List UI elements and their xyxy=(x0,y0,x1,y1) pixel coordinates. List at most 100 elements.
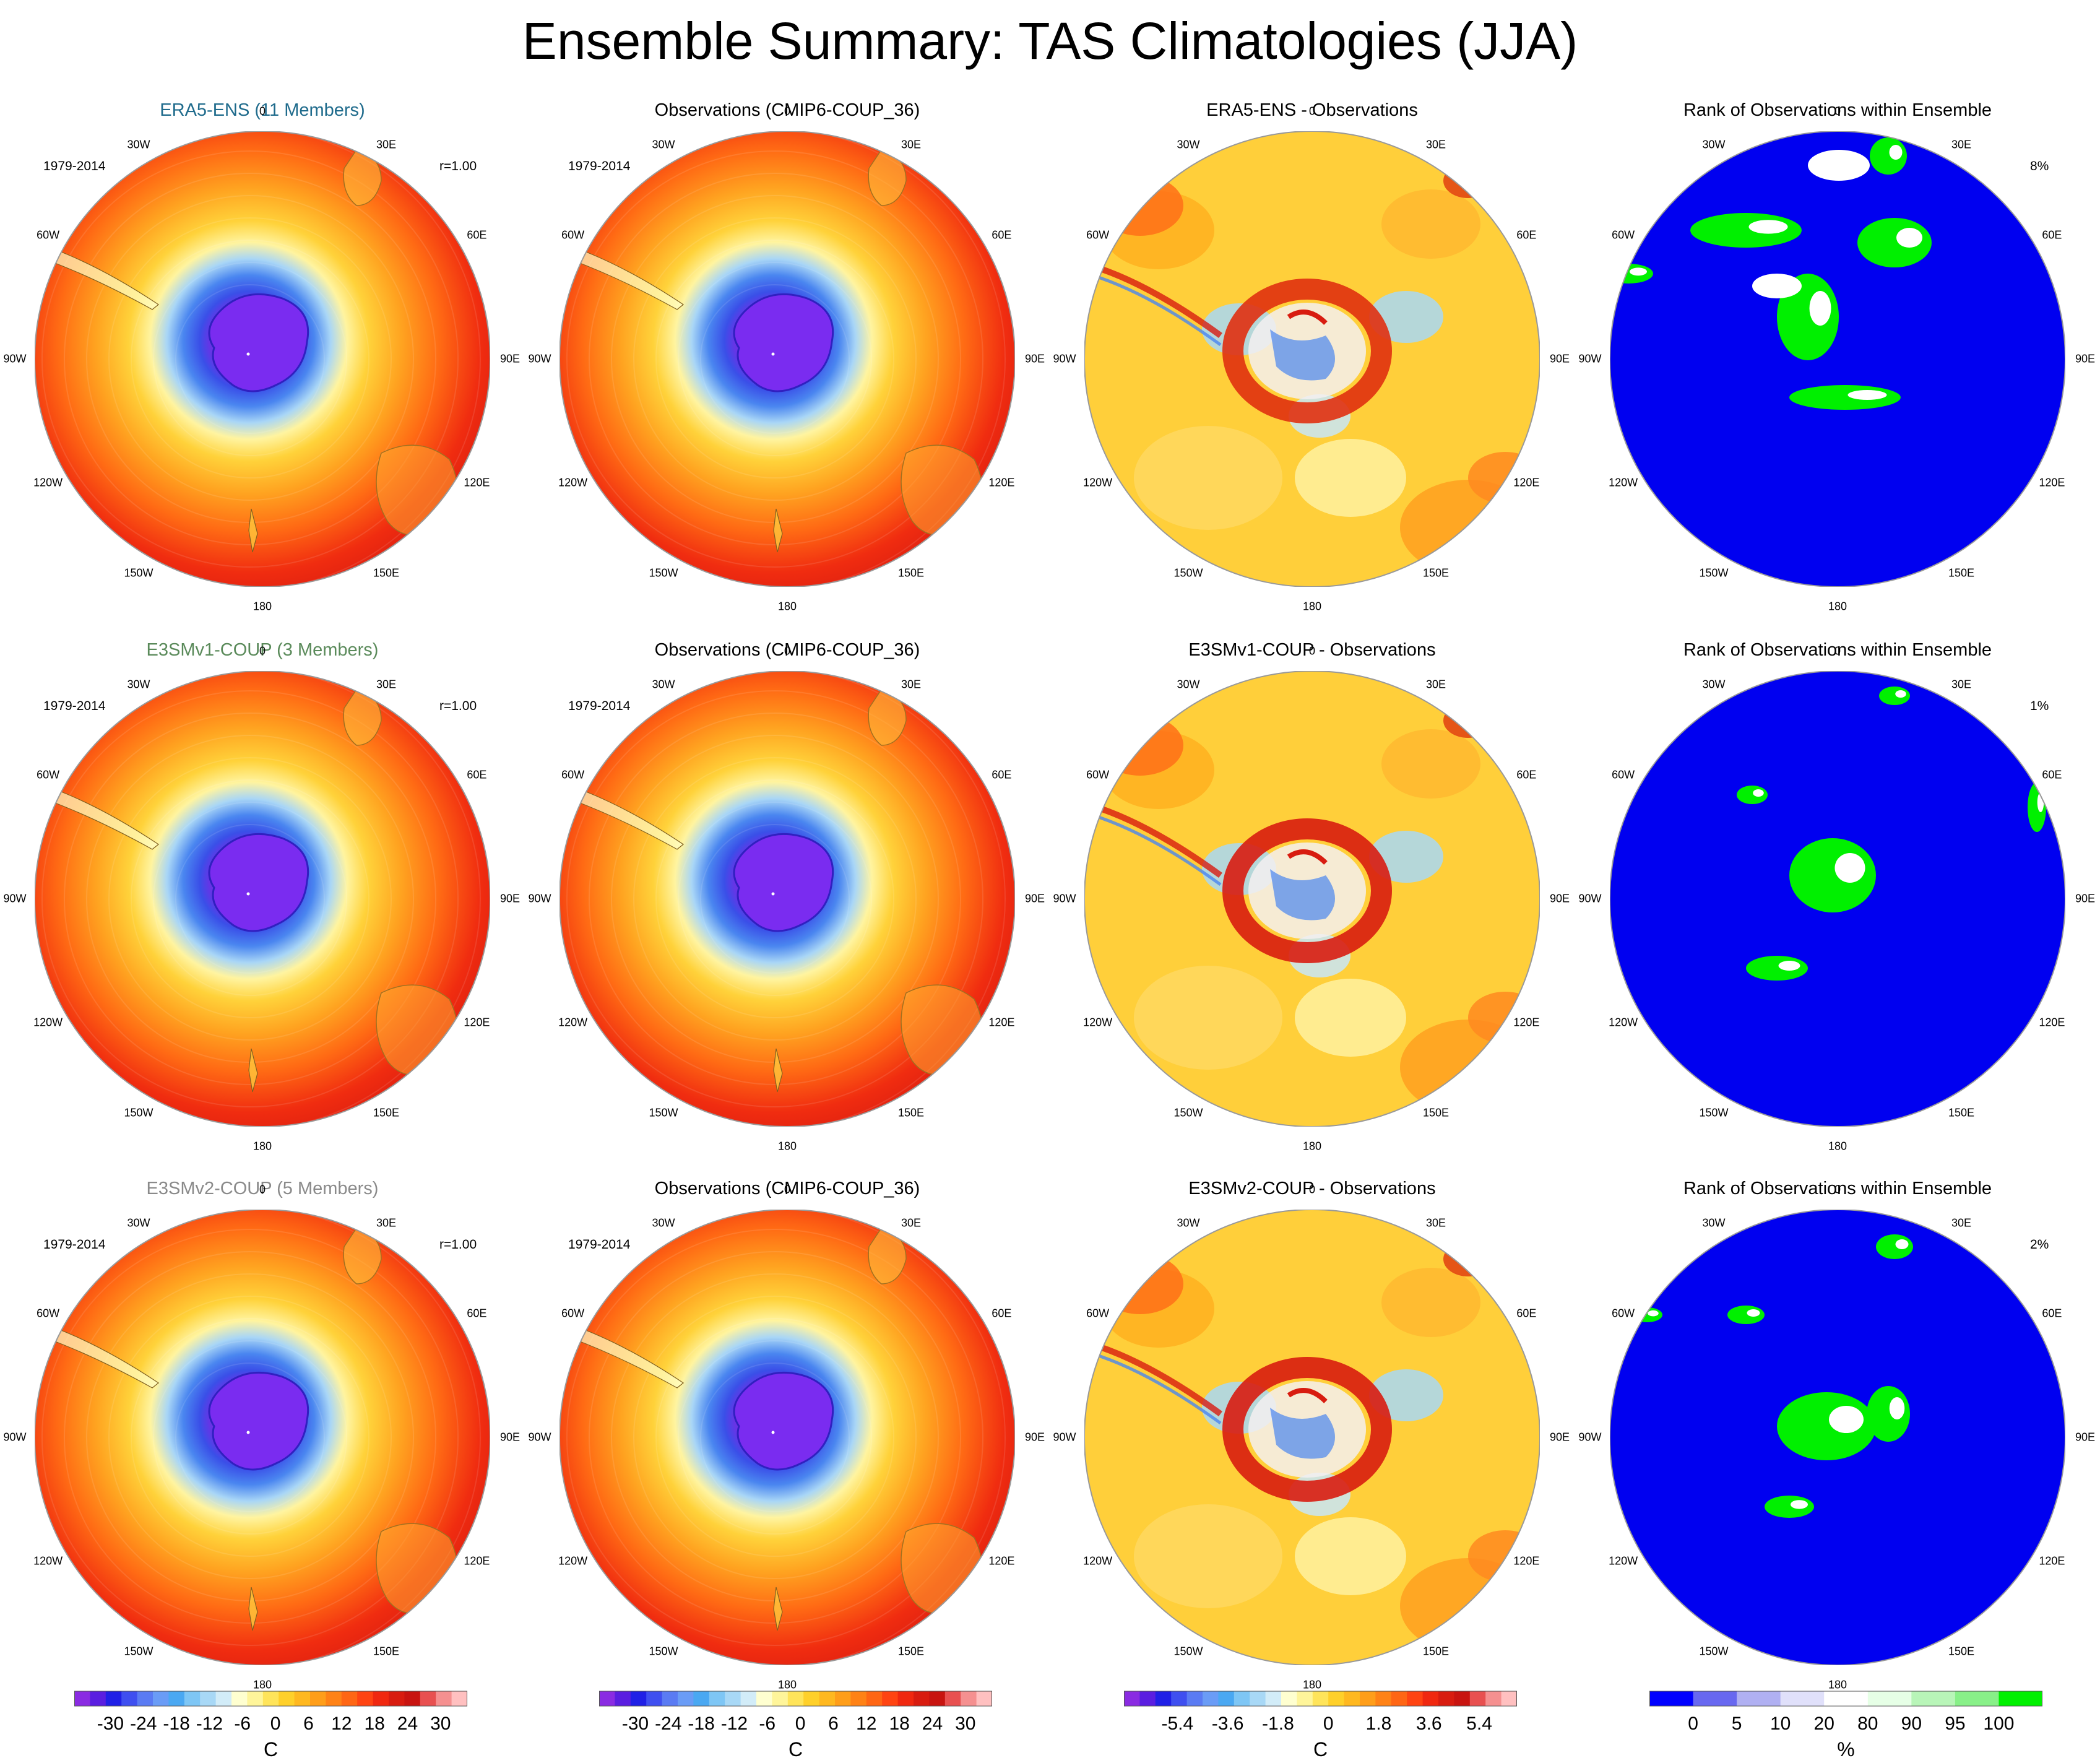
correlation-label: r=1.00 xyxy=(439,699,477,713)
longitude-label: 60W xyxy=(1086,768,1110,781)
longitude-label: 150E xyxy=(897,1645,925,1658)
colorbar-swatch xyxy=(1171,1691,1188,1706)
longitude-label: 30E xyxy=(1425,1216,1446,1229)
panel-title: Observations (CMIP6-COUP_36) xyxy=(654,640,920,660)
panel-title: Rank of Observations within Ensemble xyxy=(1683,100,1992,120)
colorbar-tick-label: 0 xyxy=(1323,1713,1334,1734)
correlation-label: r=1.00 xyxy=(439,159,477,173)
period-label: 1979-2014 xyxy=(568,699,631,713)
longitude-label: 90E xyxy=(499,352,521,365)
figure-title: Ensemble Summary: TAS Climatologies (JJA… xyxy=(522,12,1578,70)
colorbar-tick-label: 12 xyxy=(331,1713,352,1734)
colorbar-tick-label: 95 xyxy=(1945,1713,1966,1734)
longitude-label: 90E xyxy=(1024,352,1045,365)
longitude-label: 180 xyxy=(777,600,797,613)
colorbar-swatch xyxy=(1485,1691,1502,1706)
colorbar-tick-label: 6 xyxy=(828,1713,839,1734)
colorbar-swatches xyxy=(1649,1691,2042,1707)
colorbar-swatch xyxy=(599,1691,615,1706)
longitude-label: 120E xyxy=(988,1554,1015,1567)
colorbar-swatch xyxy=(1297,1691,1313,1706)
longitude-label: 60E xyxy=(1516,228,1537,241)
colorbar-tick-label: 80 xyxy=(1857,1713,1878,1734)
colorbar-tick-label: -1.8 xyxy=(1262,1713,1294,1734)
longitude-label: 180 xyxy=(1302,1140,1322,1153)
longitude-label: 60E xyxy=(1516,1307,1537,1320)
longitude-label: 90W xyxy=(1053,352,1076,365)
longitude-label: 120W xyxy=(558,1016,588,1029)
polar-map-obs xyxy=(560,1210,1015,1665)
longitude-label: 0 xyxy=(784,1183,791,1196)
colorbar-swatch xyxy=(1155,1691,1172,1706)
colorbar-swatch xyxy=(866,1691,883,1706)
colorbar-swatch xyxy=(74,1691,90,1706)
colorbar-swatch xyxy=(835,1691,851,1706)
colorbar-swatch xyxy=(1265,1691,1282,1706)
longitude-label: 150W xyxy=(1699,566,1729,579)
colorbar-swatch xyxy=(247,1691,264,1706)
colorbar-temp: -30 -24 -18 -12 -6 0 6 12 18 24 30 C xyxy=(599,1690,992,1761)
colorbar-tick-label: -6 xyxy=(759,1713,776,1734)
colorbar-swatch xyxy=(1911,1691,1956,1706)
longitude-label: 30E xyxy=(1951,1216,1972,1229)
longitude-label: 30W xyxy=(652,678,675,691)
longitude-label: 120W xyxy=(33,476,63,489)
longitude-label: 30W xyxy=(1177,138,1200,151)
colorbar-swatch xyxy=(420,1691,436,1706)
longitude-label: 90W xyxy=(528,892,551,905)
colorbar-tick-label: -6 xyxy=(234,1713,251,1734)
longitude-label: 60E xyxy=(467,1307,487,1320)
colorbar-swatch xyxy=(646,1691,663,1706)
polar-map-rank xyxy=(1610,671,2065,1127)
longitude-label: 150W xyxy=(649,566,678,579)
longitude-label: 60E xyxy=(467,768,487,781)
longitude-label: 90W xyxy=(3,892,27,905)
colorbar-swatch xyxy=(215,1691,232,1706)
longitude-label: 150W xyxy=(1173,1106,1203,1119)
colorbar-swatch xyxy=(787,1691,804,1706)
colorbar-tick-label: -30 xyxy=(621,1713,649,1734)
longitude-label: 180 xyxy=(253,1140,272,1153)
longitude-label: 150E xyxy=(897,566,925,579)
colorbar-tick-label: 18 xyxy=(364,1713,385,1734)
longitude-label: 120E xyxy=(2039,1554,2065,1567)
longitude-label: 150E xyxy=(373,1106,400,1119)
colorbar-temp: -30 -24 -18 -12 -6 0 6 12 18 24 30 C xyxy=(74,1690,467,1761)
colorbar-swatch xyxy=(1407,1691,1424,1706)
colorbar-swatch xyxy=(451,1691,467,1706)
colorbar-swatch xyxy=(803,1691,820,1706)
longitude-label: 150E xyxy=(1422,1645,1450,1658)
colorbar-swatch xyxy=(976,1691,992,1706)
longitude-label: 90W xyxy=(1053,1431,1076,1444)
colorbar-swatch xyxy=(1124,1691,1140,1706)
colorbar-swatches xyxy=(599,1691,992,1707)
longitude-label: 30W xyxy=(1702,138,1726,151)
colorbar-tick-label: 1.8 xyxy=(1365,1713,1392,1734)
longitude-label: 120W xyxy=(558,476,588,489)
longitude-label: 120W xyxy=(1609,1016,1638,1029)
longitude-label: 60W xyxy=(1612,1307,1635,1320)
colorbar-swatch xyxy=(1203,1691,1219,1706)
colorbar-swatch xyxy=(341,1691,358,1706)
longitude-label: 30W xyxy=(1177,1216,1200,1229)
longitude-label: 180 xyxy=(777,1678,797,1691)
rank-percent-label: 8% xyxy=(2030,159,2049,173)
longitude-label: 150E xyxy=(1422,566,1450,579)
colorbar-swatch xyxy=(153,1691,169,1706)
longitude-label: 0 xyxy=(1834,1183,1841,1196)
colorbar-swatch xyxy=(1312,1691,1329,1706)
colorbar-swatch xyxy=(961,1691,977,1706)
longitude-label: 150W xyxy=(1173,566,1203,579)
longitude-label: 120W xyxy=(33,1016,63,1029)
colorbar-swatch xyxy=(1955,1691,1999,1706)
longitude-label: 30E xyxy=(376,1216,397,1229)
colorbar-swatch xyxy=(630,1691,647,1706)
colorbar-unit: C xyxy=(1313,1738,1328,1761)
longitude-label: 120E xyxy=(464,1016,490,1029)
colorbar-tick-label: 24 xyxy=(922,1713,943,1734)
period-label: 1979-2014 xyxy=(568,1237,631,1252)
colorbar-swatch xyxy=(756,1691,772,1706)
map-panel-model: E3SMv2-COUP (5 Members) 1979-2014 r=1.00 0 3… xyxy=(0,1078,525,1691)
colorbar-tick-label: 12 xyxy=(856,1713,877,1734)
longitude-label: 180 xyxy=(1302,600,1322,613)
